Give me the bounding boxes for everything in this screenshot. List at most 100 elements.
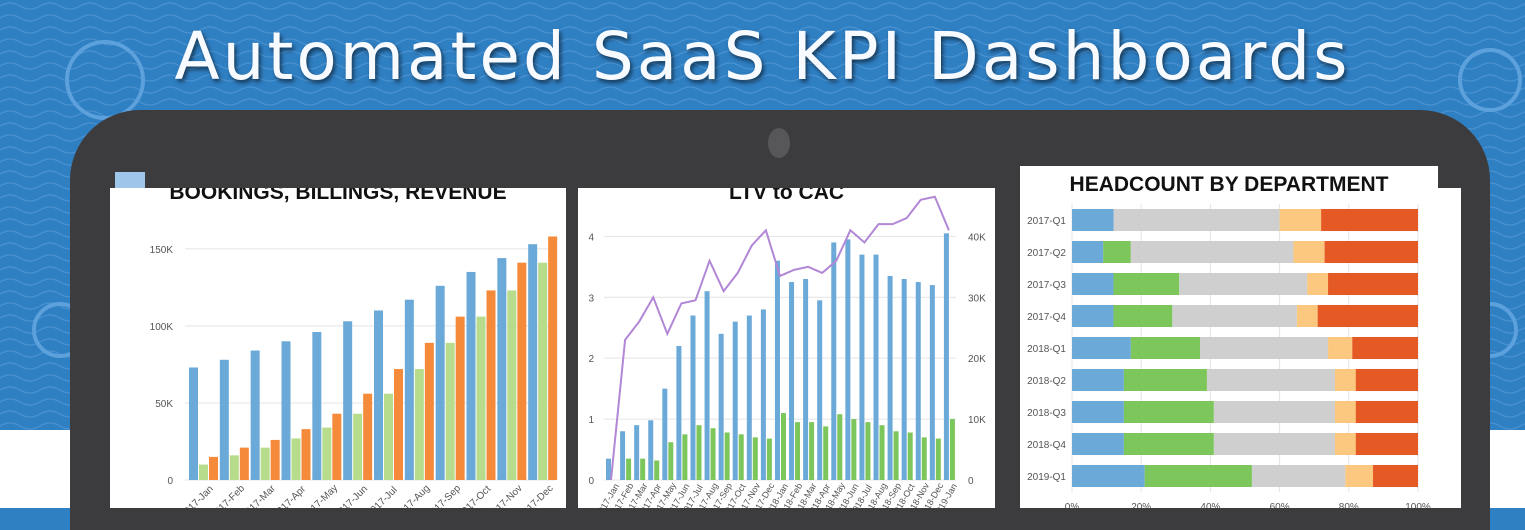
y-tick-label: 150K <box>150 245 174 256</box>
ltv-cac-chart-title: LTV to CAC <box>578 188 995 212</box>
bar <box>774 260 780 480</box>
bar-segment <box>1355 401 1418 423</box>
bar-segment <box>1334 433 1356 455</box>
ltv-cac-chart-panel[interactable]: LTV to CAC 0 1 2 3 4 0 10K 20K 30K 40K 2017-Jan 201… <box>578 188 995 508</box>
bar-segment <box>1113 305 1173 327</box>
x-tick-label: 0% <box>1065 502 1080 508</box>
bar-segment <box>1317 305 1418 327</box>
bar-segment <box>1355 433 1418 455</box>
bar-segment <box>1206 369 1335 391</box>
x-tick-label: 100% <box>1405 502 1431 508</box>
bar <box>332 413 342 480</box>
y-tick-label: 2017-Q2 <box>1027 248 1066 259</box>
bar <box>229 455 239 480</box>
bar-segment <box>1328 337 1353 359</box>
y2-tick-label: 20K <box>968 354 986 365</box>
x-tick-label: 2017-Apr <box>271 483 308 508</box>
y-tick-label: 2017-Q4 <box>1027 312 1066 323</box>
x-tick-label: 60% <box>1270 502 1290 508</box>
bar <box>845 239 851 480</box>
y2-tick-label: 30K <box>968 293 986 304</box>
bar <box>394 369 403 480</box>
bar-segment <box>1072 401 1124 423</box>
y2-tick-label: 10K <box>968 415 986 426</box>
bar <box>837 414 843 480</box>
bar <box>528 244 538 480</box>
bookings-chart: 050K100K150K2017-Jan2017-Feb2017-Mar2017… <box>150 236 558 508</box>
bar <box>752 437 758 480</box>
bar <box>809 422 815 480</box>
bar <box>760 309 766 480</box>
bar <box>486 290 496 480</box>
bar-segment <box>1072 241 1104 263</box>
bar-segment <box>1334 401 1356 423</box>
bar <box>780 413 786 480</box>
bar <box>893 431 899 480</box>
bar <box>507 290 517 480</box>
bar <box>654 460 660 480</box>
bar <box>662 388 668 480</box>
bar <box>766 438 772 480</box>
y-tick-label: 3 <box>588 293 594 304</box>
bar <box>322 427 332 480</box>
bar <box>404 299 414 480</box>
bar-segment <box>1072 273 1114 295</box>
bar-segment <box>1072 369 1124 391</box>
bar-segment <box>1113 273 1180 295</box>
bar <box>374 310 383 480</box>
bar-segment <box>1072 305 1114 327</box>
x-tick-label: 2017-Jun <box>333 484 370 508</box>
bookings-chart-title: BOOKINGS, BILLINGS, REVENUE <box>110 188 566 212</box>
y-tick-label: 4 <box>588 232 594 243</box>
page-title: Automated SaaS KPI Dashboards <box>174 18 1351 95</box>
headcount-chart-panel[interactable]: 0% 20% 40% 60% 80% 100% 2017-Q1 2017-Q2 2017-Q3 2… <box>1020 188 1461 508</box>
bar <box>859 254 865 480</box>
bar <box>476 316 486 480</box>
bar <box>929 285 935 480</box>
bar <box>301 429 311 480</box>
bar <box>548 236 558 480</box>
bar <box>732 321 738 480</box>
bar <box>343 321 353 480</box>
bar <box>291 438 301 480</box>
bar-segment <box>1296 305 1318 327</box>
x-tick-label: 2017-Mar <box>240 483 279 508</box>
y2-tick-label: 40K <box>968 232 986 243</box>
bar-segment <box>1324 241 1418 263</box>
bar-segment <box>1373 465 1418 487</box>
ltv-cac-chart: 01234010K20K30K40K2017-Jan2017-Feb2017-M… <box>588 195 986 508</box>
bar <box>445 342 455 480</box>
bar <box>281 341 291 480</box>
y-tick-label: 2017-Q3 <box>1027 280 1066 291</box>
bar <box>466 271 476 480</box>
bar <box>696 425 702 480</box>
hand-icon <box>1458 48 1522 112</box>
bar-segment <box>1123 433 1214 455</box>
bar-segment <box>1072 465 1145 487</box>
bar <box>803 279 809 480</box>
bar <box>865 422 871 480</box>
y-tick-label: 50K <box>155 399 173 410</box>
bar <box>746 315 752 480</box>
y-tick-label: 100K <box>150 322 174 333</box>
bar-segment <box>1352 337 1418 359</box>
bookings-chart-panel[interactable]: BOOKINGS, BILLINGS, REVENUE 0 50K 100K 150K… <box>110 188 566 508</box>
bar-segment <box>1213 401 1335 423</box>
bar <box>640 458 646 480</box>
bar-segment <box>1144 465 1252 487</box>
bar <box>704 291 710 480</box>
bar <box>949 419 955 480</box>
bar <box>648 420 654 480</box>
x-tick-label: 2017-Sep <box>425 483 464 508</box>
y-tick-label: 0 <box>167 476 173 487</box>
bar <box>823 426 829 480</box>
bar-segment <box>1179 273 1308 295</box>
bar <box>270 439 280 480</box>
bar-segment <box>1072 337 1131 359</box>
bar <box>363 393 373 480</box>
bar-segment <box>1123 369 1207 391</box>
bar-segment <box>1345 465 1374 487</box>
bar <box>517 262 527 480</box>
bar <box>353 413 363 480</box>
bar <box>312 332 322 480</box>
